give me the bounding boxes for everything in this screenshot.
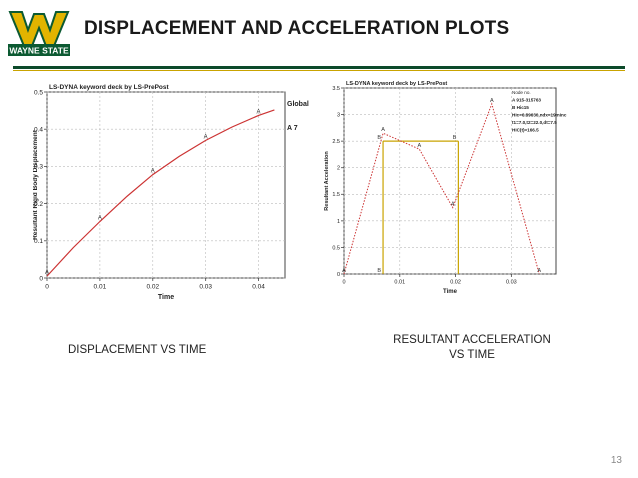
data-point-marker: B bbox=[453, 135, 457, 141]
caption-acceleration-line2: VS TIME bbox=[449, 349, 495, 361]
y-axis-label: Resultant Rigid Body Displacement bbox=[33, 129, 39, 240]
data-point-marker: A bbox=[381, 127, 385, 133]
x-tick-label: 0.03 bbox=[506, 280, 517, 286]
x-tick-label: 0.03 bbox=[199, 284, 212, 291]
x-axis-label: Time bbox=[158, 294, 174, 301]
x-tick-label: 0 bbox=[342, 280, 345, 286]
legend-entry: HIC(t)=166.5 bbox=[512, 128, 539, 133]
legend-entry: t1=7.0,t2=22.0,dt=7.5 bbox=[512, 120, 557, 125]
slide-title: DISPLACEMENT AND ACCELERATION PLOTS bbox=[84, 18, 510, 39]
wayne-state-logo: WAYNE STATE bbox=[8, 11, 70, 56]
data-point-marker: A bbox=[451, 202, 455, 208]
acceleration-chart-svg: LS-DYNA keyword deck by LS-PrePost 0 0.5 1 1… bbox=[324, 81, 567, 295]
y-tick-label: 0.1 bbox=[34, 238, 43, 245]
y-tick-label: 0 bbox=[39, 275, 43, 282]
displacement-chart-svg: LS-DYNA keyword deck by LS-PrePost 0 0.1 0.… bbox=[33, 84, 309, 301]
data-point-marker: A bbox=[45, 270, 49, 276]
title-rule-gold bbox=[13, 70, 625, 71]
y-tick-label: 0.3 bbox=[34, 164, 43, 171]
data-point-marker: A bbox=[490, 98, 494, 104]
x-tick-label: 0 bbox=[45, 284, 49, 291]
data-point-marker: A bbox=[417, 143, 421, 149]
legend-entry: Hic=6.89630,ndx=19minc bbox=[512, 113, 567, 118]
caption-acceleration-line1: RESULTANT ACCELERATION bbox=[393, 334, 551, 346]
series-line-acceleration bbox=[343, 102, 540, 275]
displacement-plot: LS-DYNA keyword deck by LS-PrePost 0 0.1 0.… bbox=[33, 76, 309, 314]
legend-entry: A 915-315763 bbox=[512, 98, 541, 103]
x-tick-label: 0.02 bbox=[146, 284, 159, 291]
y-tick-label: 1 bbox=[337, 219, 340, 225]
y-tick-label: 2 bbox=[337, 166, 340, 172]
data-point-marker: A bbox=[151, 169, 155, 175]
legend-entry: B Hic15 bbox=[512, 105, 529, 110]
y-tick-label: 0.5 bbox=[332, 245, 340, 251]
logo-w-shape bbox=[8, 11, 70, 47]
data-point-marker: A bbox=[98, 215, 102, 221]
x-tick-label: 0.01 bbox=[394, 280, 405, 286]
plot-frame bbox=[46, 91, 286, 279]
y-tick-label: 0.4 bbox=[34, 126, 43, 133]
logo-text: WAYNE STATE bbox=[9, 46, 69, 56]
chart-title: LS-DYNA keyword deck by LS-PrePost bbox=[346, 81, 447, 87]
data-point-marker: A bbox=[204, 134, 208, 140]
caption-acceleration: RESULTANT ACCELERATION VS TIME bbox=[382, 333, 562, 363]
data-point-marker: A bbox=[342, 268, 346, 274]
y-tick-label: 0.5 bbox=[34, 89, 43, 96]
data-point-marker: A bbox=[257, 109, 261, 115]
y-tick-label: 0 bbox=[337, 272, 340, 278]
series-line-displacement bbox=[46, 109, 275, 277]
y-tick-label: 3 bbox=[337, 112, 340, 118]
chart-title: LS-DYNA keyword deck by LS-PrePost bbox=[49, 84, 170, 91]
y-tick-label: 1.5 bbox=[332, 192, 340, 198]
x-tick-label: 0.01 bbox=[94, 284, 107, 291]
y-axis-label: Resultant Acceleration bbox=[324, 151, 330, 211]
data-point-marker: B bbox=[377, 268, 381, 274]
y-tick-label: 3.5 bbox=[332, 86, 340, 92]
page-number: 13 bbox=[610, 455, 622, 466]
data-point-marker: A bbox=[537, 268, 541, 274]
y-tick-label: 2.5 bbox=[332, 139, 340, 145]
x-tick-label: 0.02 bbox=[450, 280, 461, 286]
legend-entry: A 7 bbox=[287, 125, 298, 132]
plot-frame bbox=[343, 87, 557, 275]
data-point-marker: B bbox=[377, 135, 381, 141]
logo-banner bbox=[8, 44, 70, 56]
caption-displacement: DISPLACEMENT VS TIME bbox=[68, 344, 207, 356]
legend-entry: Global bbox=[287, 101, 309, 108]
x-tick-label: 0.04 bbox=[252, 284, 265, 291]
acceleration-plot: LS-DYNA keyword deck by LS-PrePost 0 0.5 1 1… bbox=[324, 74, 568, 304]
y-tick-label: 0.2 bbox=[34, 201, 43, 208]
legend-entry: Node no. bbox=[512, 90, 531, 95]
x-axis-label: Time bbox=[443, 289, 458, 295]
title-rule-dark bbox=[13, 66, 625, 69]
